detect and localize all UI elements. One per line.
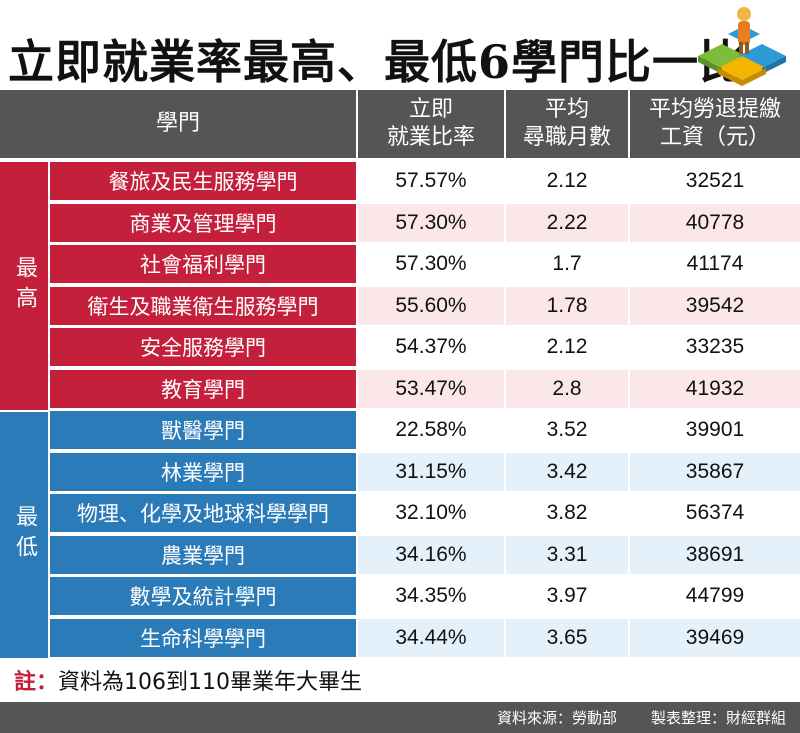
header-months-line1: 平均 — [544, 97, 589, 122]
header-rate-line1: 立即 — [408, 97, 453, 122]
footnote-label: 註： — [14, 670, 59, 695]
header-wage: 平均勞退提繳 工資（元） — [630, 90, 800, 158]
field-name-cell: 生命科學學門 — [50, 618, 356, 657]
field-name-cell: 農業學門 — [50, 535, 356, 574]
average-wage-cell: 38691 — [630, 535, 800, 574]
job-search-months-cell: 2.12 — [506, 162, 628, 200]
average-wage-cell: 41174 — [630, 245, 800, 283]
field-name-cell: 餐旅及民生服務學門 — [50, 162, 356, 200]
job-search-months-cell: 3.52 — [506, 411, 628, 449]
average-wage-cell: 33235 — [630, 328, 800, 366]
group-label-lowest: 最低 — [0, 412, 48, 658]
page-title: 立即就業率最高、最低6學門比一比 — [8, 35, 747, 89]
header-rate-line2: 就業比率 — [386, 125, 475, 150]
field-name-cell: 林業學門 — [50, 452, 356, 491]
employment-rate-cell: 57.57% — [358, 162, 504, 200]
source-credit: 資料來源：勞動部 — [496, 709, 617, 727]
header-field: 學門 — [0, 90, 356, 158]
average-wage-cell: 41932 — [630, 369, 800, 408]
employment-rate-cell: 34.16% — [358, 535, 504, 574]
employment-rate-cell: 54.37% — [358, 328, 504, 366]
employment-rate-cell: 22.58% — [358, 411, 504, 449]
field-name-cell: 獸醫學門 — [50, 411, 356, 449]
average-wage-cell: 44799 — [630, 577, 800, 615]
header-wage-line2: 工資（元） — [659, 125, 770, 150]
field-name-cell: 社會福利學門 — [50, 245, 356, 283]
header-field-label: 學門 — [155, 111, 200, 136]
editor-credit: 製表整理：財經群組 — [650, 709, 786, 727]
average-wage-cell: 39901 — [630, 411, 800, 449]
job-search-months-cell: 1.78 — [506, 286, 628, 325]
title-bar: 立即就業率最高、最低6學門比一比 — [0, 0, 800, 90]
employment-rate-cell: 34.44% — [358, 618, 504, 657]
employment-rate-cell: 34.35% — [358, 577, 504, 615]
group-label-highest: 最高 — [0, 162, 48, 410]
employment-rate-cell: 57.30% — [358, 203, 504, 242]
field-name-cell: 數學及統計學門 — [50, 577, 356, 615]
job-search-months-cell: 3.42 — [506, 452, 628, 491]
header-rate: 立即 就業比率 — [358, 90, 504, 158]
field-name-cell: 教育學門 — [50, 369, 356, 408]
employment-rate-cell: 57.30% — [358, 245, 504, 283]
average-wage-cell: 40778 — [630, 203, 800, 242]
job-search-months-cell: 2.22 — [506, 203, 628, 242]
average-wage-cell: 39469 — [630, 618, 800, 657]
field-name-cell: 物理、化學及地球科學學門 — [50, 494, 356, 532]
header-wage-line1: 平均勞退提繳 — [648, 97, 781, 122]
job-search-months-cell: 3.65 — [506, 618, 628, 657]
employment-rate-cell: 53.47% — [358, 369, 504, 408]
field-name-cell: 商業及管理學門 — [50, 203, 356, 242]
field-name-cell: 衛生及職業衛生服務學門 — [50, 286, 356, 325]
field-name-cell: 安全服務學門 — [50, 328, 356, 366]
people-on-tiles-icon — [698, 7, 786, 86]
job-search-months-cell: 3.31 — [506, 535, 628, 574]
average-wage-cell: 39542 — [630, 286, 800, 325]
footnote: 註： 資料為106到110畢業年大畢生 — [0, 658, 800, 702]
average-wage-cell: 35867 — [630, 452, 800, 491]
average-wage-cell: 32521 — [630, 162, 800, 200]
job-search-months-cell: 3.97 — [506, 577, 628, 615]
employment-rate-cell: 32.10% — [358, 494, 504, 532]
job-search-months-cell: 1.7 — [506, 245, 628, 283]
job-search-months-cell: 2.12 — [506, 328, 628, 366]
footnote-text: 資料為106到110畢業年大畢生 — [58, 670, 362, 695]
average-wage-cell: 56374 — [630, 494, 800, 532]
employment-rate-cell: 31.15% — [358, 452, 504, 491]
employment-rate-cell: 55.60% — [358, 286, 504, 325]
header-months: 平均 尋職月數 — [506, 90, 628, 158]
header-months-line2: 尋職月數 — [522, 125, 611, 150]
job-search-months-cell: 2.8 — [506, 369, 628, 408]
job-search-months-cell: 3.82 — [506, 494, 628, 532]
footer-bar: 資料來源：勞動部 製表整理：財經群組 — [0, 702, 800, 733]
